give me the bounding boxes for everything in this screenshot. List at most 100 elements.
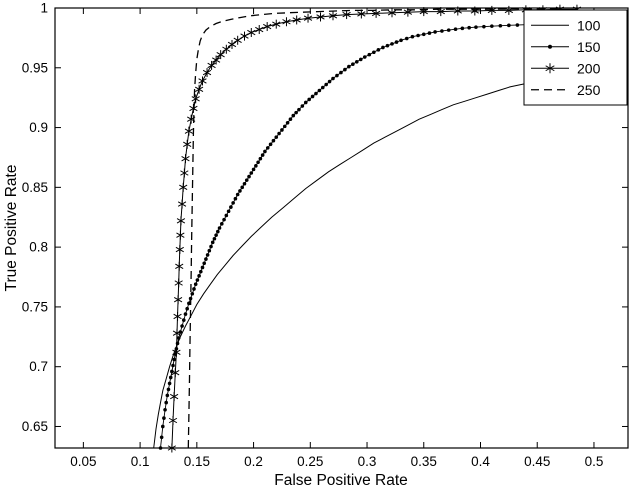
asterisk-marker [227, 39, 237, 49]
y-tick-label: 0.85 [22, 180, 48, 195]
x-tick-label: 0.05 [70, 454, 96, 469]
dot-marker [171, 363, 175, 368]
asterisk-marker [342, 10, 351, 20]
dot-marker [490, 24, 494, 28]
dot-marker [277, 131, 281, 136]
dot-marker [202, 261, 207, 266]
dot-marker [251, 167, 256, 172]
legend-label-100: 100 [577, 17, 601, 33]
dot-marker [324, 82, 328, 87]
dot-marker [209, 244, 213, 249]
dot-marker [351, 62, 355, 66]
dot-marker [210, 240, 215, 245]
dot-marker [440, 29, 444, 33]
dot-marker [160, 424, 165, 429]
dot-marker [310, 94, 315, 99]
dot-marker [297, 107, 301, 112]
dot-marker [265, 146, 270, 150]
asterisk-marker [272, 19, 281, 29]
dot-marker [254, 164, 258, 168]
x-tick-label: 0.15 [184, 454, 210, 469]
dot-marker [307, 97, 311, 102]
dot-marker [291, 113, 296, 118]
dot-marker [421, 32, 426, 37]
dot-marker [165, 393, 170, 398]
dot-marker [280, 128, 284, 132]
dot-marker [247, 174, 251, 179]
asterisk-marker [176, 216, 186, 226]
dot-marker [355, 60, 359, 64]
y-tick-label: 1 [40, 1, 48, 16]
asterisk-marker [240, 31, 249, 41]
asterisk-marker [180, 168, 189, 178]
asterisk-marker [183, 139, 192, 149]
x-axis-label: False Positive Rate [274, 472, 408, 489]
asterisk-marker [176, 230, 185, 240]
dot-marker [381, 45, 385, 50]
dot-marker [331, 76, 335, 81]
dot-marker [192, 287, 196, 291]
asterisk-marker [174, 278, 183, 288]
y-tick-label: 0.75 [22, 299, 48, 314]
dot-marker [240, 185, 245, 190]
dot-marker [288, 117, 293, 121]
dot-marker [385, 43, 390, 48]
dot-marker [167, 381, 172, 386]
dot-marker [260, 153, 265, 157]
x-tick-label: 0.5 [585, 454, 604, 469]
dot-marker [178, 330, 183, 334]
dot-marker [233, 196, 238, 201]
asterisk-marker [175, 261, 184, 271]
x-tick-label: 0.3 [358, 454, 377, 469]
asterisk-marker [255, 25, 264, 35]
legend-dot-marker [548, 44, 552, 49]
asterisk-marker [303, 13, 313, 23]
dot-marker [320, 85, 325, 90]
y-tick-label: 0.9 [29, 120, 48, 135]
legend-entry-250: 250 [531, 82, 601, 98]
asterisk-marker [171, 368, 180, 378]
legend-entry-150: 150 [531, 39, 601, 55]
dot-marker [212, 236, 217, 241]
dot-marker [416, 33, 420, 38]
dot-marker [163, 407, 167, 412]
asterisk-marker [263, 22, 272, 32]
dot-marker [271, 138, 276, 143]
dot-marker [515, 23, 520, 27]
dot-marker [205, 253, 210, 257]
dot-marker [181, 318, 186, 322]
dot-marker [372, 50, 376, 55]
asterisk-marker [175, 245, 184, 255]
dot-marker [339, 70, 343, 75]
asterisk-marker [216, 50, 225, 60]
asterisk-marker [202, 68, 212, 78]
dot-marker [195, 278, 200, 282]
dot-marker [172, 357, 176, 362]
axes-frame [54, 7, 629, 449]
dot-marker [394, 40, 399, 44]
dot-marker [180, 324, 184, 328]
asterisk-marker [371, 8, 381, 18]
dot-marker [367, 52, 372, 57]
dot-marker [242, 181, 247, 186]
asterisk-marker [177, 199, 187, 209]
dot-marker [446, 28, 451, 32]
asterisk-marker [282, 17, 291, 27]
dot-marker [410, 34, 415, 39]
asterisk-marker [168, 416, 178, 425]
asterisk-marker [194, 84, 204, 94]
dot-marker [258, 156, 263, 161]
asterisk-marker [387, 8, 397, 18]
dot-marker [199, 269, 203, 274]
dot-marker [197, 274, 201, 278]
dot-marker [162, 416, 166, 420]
dot-marker [327, 79, 332, 84]
dot-marker [193, 282, 198, 286]
dot-marker [256, 160, 260, 165]
x-tick-label: 0.1 [131, 454, 150, 469]
dot-marker [229, 205, 233, 209]
dot-marker [176, 336, 181, 340]
series-200 [167, 4, 582, 453]
legend-entry-200: 200 [531, 60, 601, 76]
dot-marker [217, 226, 222, 230]
